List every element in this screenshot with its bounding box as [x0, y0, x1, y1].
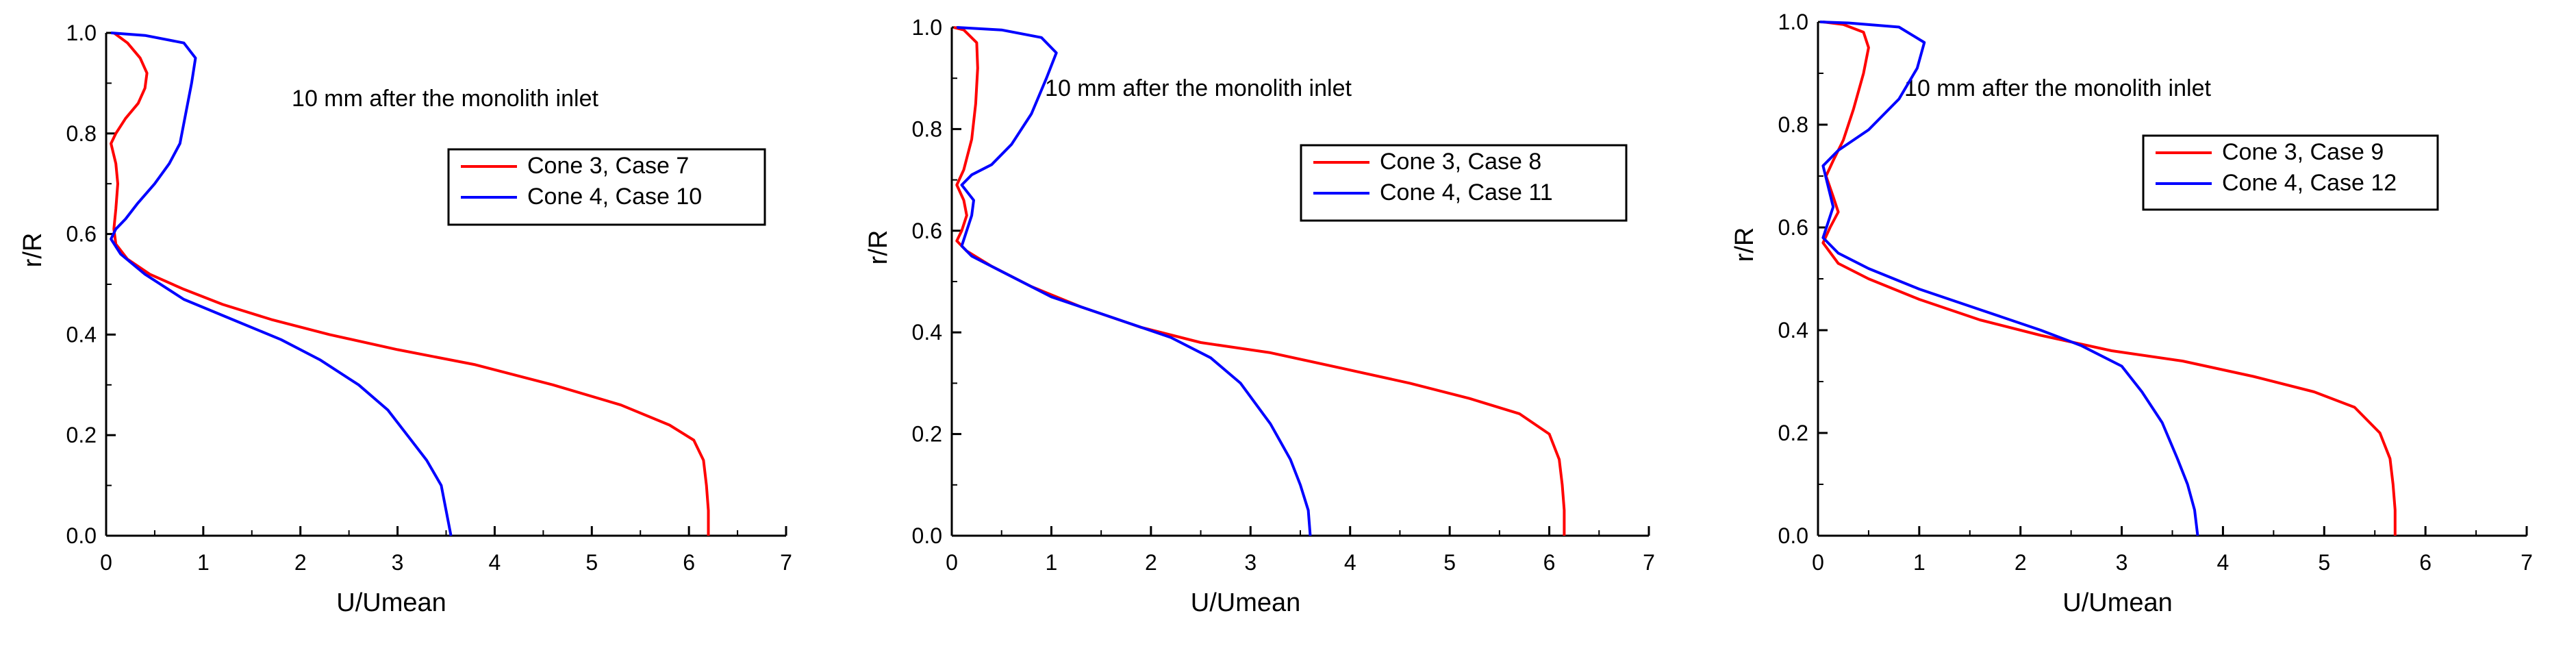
y-axis-label: r/R — [864, 230, 893, 265]
series-line-1 — [1821, 21, 2397, 536]
y-tick-label: 0.6 — [1778, 215, 1808, 240]
series-line-1 — [110, 32, 710, 536]
x-axis-label: U/Umean — [336, 588, 446, 617]
x-tick-label: 0 — [946, 550, 958, 575]
chart-2: 0 1 2 3 4 5 6 7 0.0 0.2 0.4 0.6 0.8 1.0 U/Umean r/R 10 m… — [864, 15, 1655, 617]
x-tick-label: 7 — [1643, 550, 1655, 575]
x-axis-label: U/Umean — [2062, 588, 2173, 617]
x-tick-label: 1 — [197, 550, 210, 575]
y-tick-label: 0.6 — [912, 219, 942, 243]
x-tick-label: 4 — [1344, 550, 1356, 575]
y-axis-label: r/R — [18, 233, 47, 268]
x-tick-label: 5 — [2318, 550, 2330, 575]
chart-title: 10 mm after the monolith inlet — [1904, 75, 2211, 101]
x-tick-label: 5 — [585, 550, 598, 575]
x-tick-label: 3 — [2116, 550, 2128, 575]
x-tick-label: 2 — [1145, 550, 1157, 575]
legend-entry: Cone 4, Case 11 — [1380, 179, 1553, 206]
chart-1: 0 1 2 3 4 5 6 7 0.0 0.2 0.4 0.6 0.8 1.0 U/Umean r/R 10 m… — [18, 21, 792, 617]
chart-title: 10 mm after the monolith inlet — [1045, 75, 1352, 101]
legend-entry: Cone 3, Case 9 — [2222, 139, 2384, 165]
legend-box — [2142, 134, 2439, 211]
y-tick-label: 0.8 — [1778, 112, 1808, 137]
x-tick-label: 2 — [2015, 550, 2027, 575]
y-tick-label: 0.6 — [66, 222, 97, 247]
chart-3: 0 1 2 3 4 5 6 7 0.0 0.2 0.4 0.6 0.8 1.0 U/Umean r/R 10 m… — [1730, 10, 2533, 617]
y-tick-label: 0.2 — [66, 423, 97, 447]
x-tick-label: 1 — [1046, 550, 1058, 575]
y-tick-label: 1.0 — [1778, 10, 1808, 34]
x-tick-label: 6 — [1543, 550, 1556, 575]
x-tick-label: 1 — [1913, 550, 1925, 575]
x-tick-label: 4 — [2217, 550, 2230, 575]
legend-entry: Cone 4, Case 10 — [527, 184, 702, 210]
x-tick-label: 0 — [1812, 550, 1824, 575]
legend-box — [447, 148, 766, 226]
series-line-2 — [957, 26, 1312, 536]
x-tick-label: 7 — [2521, 550, 2533, 575]
legend: Cone 3, Case 8 Cone 4, Case 11 — [1300, 144, 1628, 222]
series-line-1 — [953, 26, 1566, 536]
legend-box — [1300, 144, 1628, 222]
x-tick-label: 6 — [683, 550, 695, 575]
legend-entry: Cone 3, Case 7 — [527, 153, 689, 179]
x-tick-label: 3 — [1244, 550, 1257, 575]
x-tick-label: 7 — [780, 550, 792, 575]
series-line-2 — [1819, 21, 2199, 536]
y-tick-label: 0.0 — [66, 523, 97, 548]
y-tick-label: 0.0 — [912, 523, 942, 548]
x-tick-label: 5 — [1443, 550, 1456, 575]
y-tick-label: 1.0 — [66, 21, 97, 45]
y-tick-label: 0.4 — [1778, 318, 1808, 343]
chart-title: 10 mm after the monolith inlet — [292, 86, 598, 112]
y-tick-label: 0.4 — [66, 322, 97, 347]
x-tick-label: 0 — [100, 550, 112, 575]
legend: Cone 3, Case 7 Cone 4, Case 10 — [447, 148, 766, 226]
x-tick-label: 6 — [2419, 550, 2432, 575]
y-tick-label: 0.0 — [1778, 523, 1808, 548]
y-tick-label: 0.4 — [912, 320, 942, 345]
y-tick-label: 0.2 — [1778, 421, 1808, 445]
x-axis-label: U/Umean — [1191, 588, 1301, 617]
y-tick-label: 0.2 — [912, 422, 942, 447]
y-axis-label: r/R — [1730, 227, 1759, 262]
legend-entry: Cone 4, Case 12 — [2222, 170, 2397, 196]
y-tick-label: 1.0 — [912, 15, 942, 40]
y-tick-label: 0.8 — [912, 116, 942, 141]
legend: Cone 3, Case 9 Cone 4, Case 12 — [2142, 134, 2439, 211]
legend-entry: Cone 3, Case 8 — [1380, 149, 1541, 175]
x-tick-label: 2 — [294, 550, 307, 575]
x-tick-label: 3 — [392, 550, 404, 575]
series-line-2 — [110, 32, 453, 536]
y-tick-label: 0.8 — [66, 121, 97, 146]
x-tick-label: 4 — [489, 550, 501, 575]
